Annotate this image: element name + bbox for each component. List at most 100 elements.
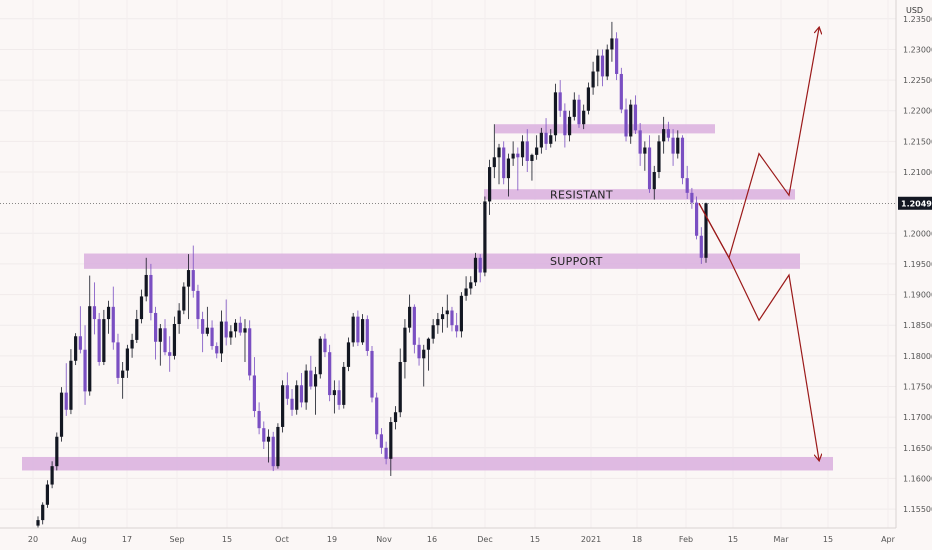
candle-body xyxy=(41,504,45,521)
candle xyxy=(591,61,595,95)
x-tick-label: Apr xyxy=(881,535,896,544)
candle-body xyxy=(417,344,421,359)
candle-body xyxy=(516,153,520,158)
candle xyxy=(643,141,647,171)
candle xyxy=(549,129,553,148)
candle xyxy=(41,502,45,525)
candle-body xyxy=(238,322,242,333)
currency-label: USD xyxy=(906,6,923,15)
candle xyxy=(149,263,153,321)
candle xyxy=(492,124,496,179)
candle xyxy=(473,252,478,286)
candle-body xyxy=(121,370,125,378)
y-tick-label: 1.15500 xyxy=(903,505,932,514)
candle-body xyxy=(210,327,214,347)
candle-body xyxy=(422,349,426,359)
candle-body xyxy=(144,274,148,297)
candle xyxy=(662,116,666,154)
candle xyxy=(342,361,346,409)
candle-body xyxy=(680,137,685,179)
candle-body xyxy=(464,288,468,296)
candle xyxy=(111,286,115,350)
candle-body xyxy=(393,412,398,423)
candle xyxy=(445,294,449,328)
candle-body xyxy=(398,361,402,413)
candle xyxy=(257,402,261,435)
x-tick-label: Oct xyxy=(275,535,289,544)
bearish-path xyxy=(698,203,819,460)
candle-body xyxy=(262,428,266,442)
candle-body xyxy=(257,411,261,429)
candle-body xyxy=(605,49,609,77)
y-tick-label: 1.17500 xyxy=(903,383,932,392)
zone-band xyxy=(84,253,800,269)
candle-body xyxy=(567,116,572,136)
candle xyxy=(243,319,247,362)
candle xyxy=(379,428,384,454)
candle-body xyxy=(473,257,478,283)
candle xyxy=(615,32,619,81)
candle-body xyxy=(45,484,50,505)
candle xyxy=(332,380,336,414)
candle-body xyxy=(544,132,548,144)
candle xyxy=(290,388,294,416)
candle xyxy=(276,423,280,469)
candle xyxy=(172,316,177,360)
candle xyxy=(233,319,238,338)
candle-body xyxy=(610,38,614,50)
zone-band xyxy=(22,456,833,471)
candle-body xyxy=(299,385,304,403)
y-tick-label: 1.16000 xyxy=(903,474,932,483)
candle-body xyxy=(135,319,139,340)
candle xyxy=(304,364,308,410)
candle xyxy=(177,303,181,334)
x-tick-label: 15 xyxy=(222,535,232,544)
candle-body xyxy=(699,235,703,258)
candle xyxy=(266,429,271,463)
candle-body xyxy=(615,38,619,74)
candle xyxy=(351,312,355,347)
candle xyxy=(69,349,73,415)
bullish-path xyxy=(698,28,819,260)
candle xyxy=(224,299,228,346)
candle xyxy=(647,135,652,193)
candle-body xyxy=(36,520,40,526)
candle xyxy=(36,516,40,529)
candle xyxy=(92,282,97,335)
candle-body xyxy=(436,319,440,326)
candle-body xyxy=(360,319,365,343)
candle-body xyxy=(229,331,233,338)
candle xyxy=(125,344,129,378)
candle xyxy=(59,387,64,442)
candle xyxy=(135,309,139,343)
candle xyxy=(577,94,581,128)
candle xyxy=(488,159,492,215)
y-tick-label: 1.17000 xyxy=(903,413,932,422)
candle xyxy=(530,153,534,181)
candle xyxy=(97,312,101,366)
candle xyxy=(676,130,680,159)
candle-body xyxy=(629,104,633,137)
candle xyxy=(450,306,454,332)
candle-body xyxy=(215,346,219,354)
candle xyxy=(78,306,82,354)
candle xyxy=(205,306,209,337)
candles xyxy=(36,21,708,529)
candle xyxy=(572,92,576,121)
candle xyxy=(163,319,167,356)
candle-body xyxy=(281,385,285,427)
candle xyxy=(393,406,398,430)
candle-body xyxy=(290,398,294,410)
candle-body xyxy=(469,282,473,289)
candle-body xyxy=(488,167,492,202)
candle-body xyxy=(440,314,445,320)
candle-body xyxy=(666,129,670,138)
candle xyxy=(652,165,656,200)
y-tick-label: 1.16500 xyxy=(903,444,932,453)
x-tick-label: Aug xyxy=(71,535,87,544)
candle-body xyxy=(78,336,82,350)
candle-body xyxy=(285,385,289,399)
candle-body xyxy=(252,375,256,412)
candle xyxy=(337,380,341,410)
